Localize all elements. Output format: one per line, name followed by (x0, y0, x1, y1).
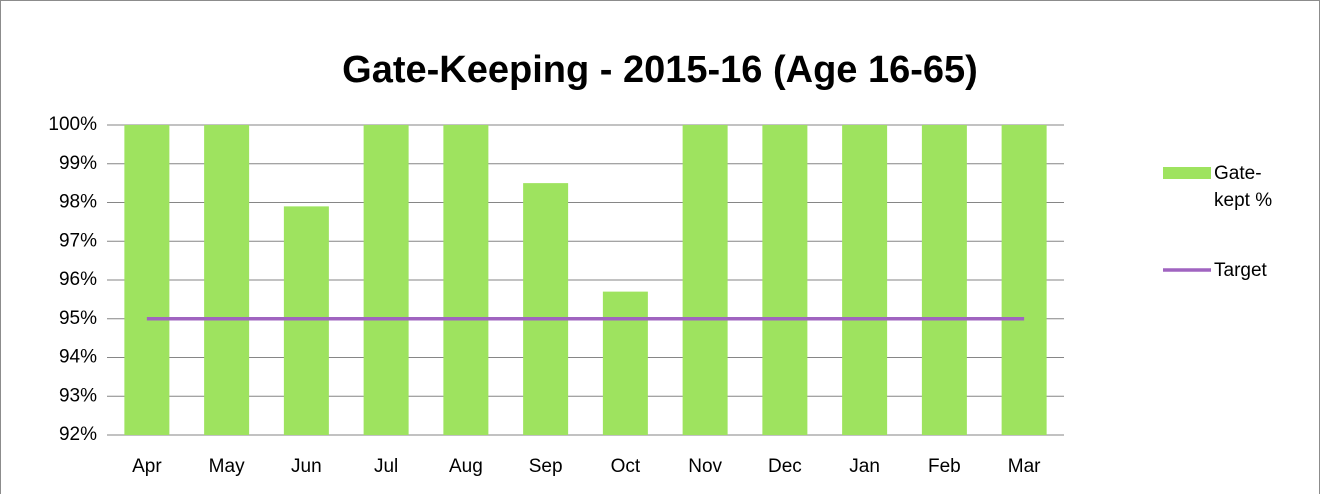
bar (523, 183, 569, 435)
y-tick-label: 100% (48, 114, 97, 135)
legend-label: Gate-kept % (1214, 163, 1273, 211)
x-tick-label: Apr (132, 456, 162, 477)
x-tick-label: Dec (768, 456, 802, 477)
y-tick-label: 94% (59, 347, 97, 368)
x-tick-label: Feb (928, 456, 961, 477)
x-tick-label: Jan (849, 456, 880, 477)
bar (443, 125, 489, 435)
bar (762, 125, 808, 435)
x-tick-label: Mar (1008, 456, 1041, 477)
y-tick-label: 98% (59, 192, 97, 213)
x-tick-label: Oct (611, 456, 641, 477)
bar (363, 125, 409, 435)
bar (124, 125, 170, 435)
bar (204, 125, 250, 435)
y-tick-label: 96% (59, 269, 97, 290)
x-tick-label: Jun (291, 456, 322, 477)
y-tick-label: 92% (59, 424, 97, 445)
y-tick-label: 95% (59, 308, 97, 329)
bar (921, 125, 967, 435)
bar (602, 291, 648, 435)
bar (842, 125, 888, 435)
legend-swatch (1163, 167, 1211, 179)
bar (682, 125, 728, 435)
x-tick-label: Sep (529, 456, 563, 477)
y-tick-label: 93% (59, 385, 97, 406)
y-tick-label: 99% (59, 153, 97, 174)
x-tick-label: May (209, 456, 245, 477)
bar (1001, 125, 1047, 435)
bar (283, 206, 329, 435)
chart-title: Gate-Keeping - 2015-16 (Age 16-65) (342, 49, 978, 91)
x-tick-label: Aug (449, 456, 483, 477)
y-tick-label: 97% (59, 230, 97, 251)
x-tick-label: Nov (688, 456, 722, 477)
x-tick-label: Jul (374, 456, 398, 477)
legend-label: Target (1214, 260, 1267, 281)
